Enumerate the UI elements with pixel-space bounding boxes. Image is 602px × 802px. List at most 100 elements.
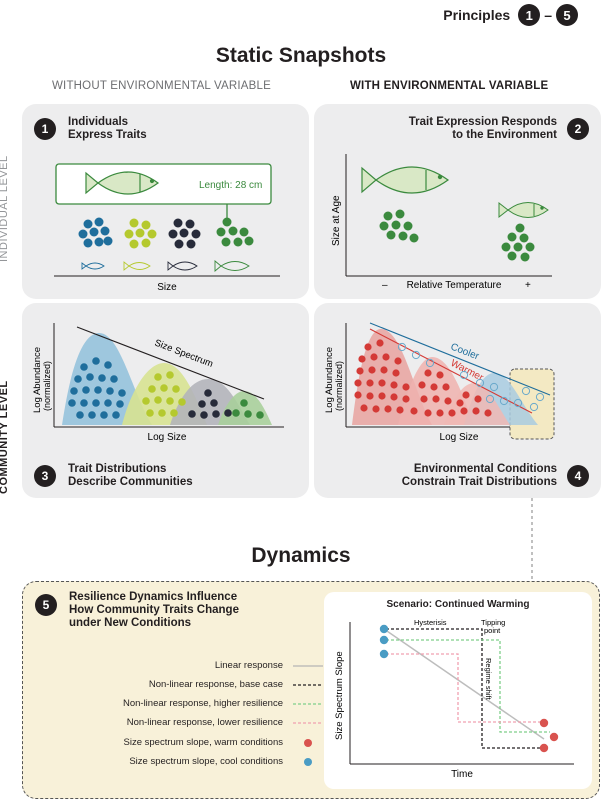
warm-point-2 [549,732,559,742]
temp-plus: + [525,280,531,291]
cool-point-2 [379,635,389,645]
panel-environmental-conditions: 4 Environmental Conditions Constrain Tra… [314,303,601,498]
size-spectrum-line [76,326,265,400]
dots-lime [142,371,186,417]
dots-green [232,399,264,419]
legend-cool: Size spectrum slope, cool conditions [129,756,323,767]
scenario-title: Scenario: Continued Warming [386,599,530,610]
panel-3-title-line2: Describe Communities [68,476,193,488]
cluster-green [216,217,254,247]
hysteresis-label: Hysterisis [414,618,447,627]
size-at-age-label: Size at Age [331,195,342,246]
legend-lower-label: Non-linear response, lower resilience [126,717,283,728]
dist-red-3 [444,383,510,425]
lower-resilience-path [386,653,542,723]
warmer-line [369,328,533,414]
panel-3-figure: Log Abundance (normalized) Log Size Size… [32,323,284,443]
row-label-individual: INDIVIDUAL LEVEL [0,155,10,262]
warm-point-1 [539,718,549,728]
panel-3-badge: 3 [34,465,56,487]
panel-1-title-line1: Individuals [68,116,129,128]
legend-warm-label: Size spectrum slope, warm conditions [123,737,283,748]
legend-cool-swatch [304,757,312,766]
legend-higher-swatch [293,702,323,705]
ghost-blue-dots [397,342,545,412]
legend-higher-resilience: Non-linear response, higher resilience [123,698,323,709]
principle-start-badge: 1 [518,4,541,26]
regime-shift-label: Regime shift [484,658,493,701]
scenario-y-label: Size Spectrum Slope [334,651,345,740]
dots-navy [188,389,232,419]
fish-small-icons [81,260,250,272]
panel-3-title-line1: Trait Distributions [68,463,167,475]
col-head-with: WITH ENVIRONMENTAL VARIABLE [350,80,549,92]
panel-trait-expression: 2 Trait Expression Responds to the Envir… [314,104,601,299]
legend-base-case: Non-linear response, base case [149,679,323,690]
scenario-plot-card: Scenario: Continued Warming Size Spectru… [324,592,592,789]
principles-label: Principles [443,7,511,23]
legend-linear-swatch [293,664,323,667]
scenario-plot: Size Spectrum Slope Time Hysterisis Tipp… [334,618,574,780]
panel-2-badge: 2 [567,118,589,140]
p3-y-axis-line1: Log Abundance [32,347,43,413]
dynamics-panel: 5 Resilience Dynamics Influence How Comm… [22,581,600,799]
fish-large-icon [85,171,160,195]
fish-small-icon [498,201,549,219]
panel-2-title-line2: to the Environment [452,129,557,141]
principles-header: Principles 1 – 5 [443,4,578,26]
legend-warm-swatch [304,738,312,747]
linear-response-line [383,628,545,740]
p4-x-axis-label: Log Size [440,432,479,443]
tipping-label-line2: point [484,626,501,635]
length-label: Length: 28 cm [199,180,262,191]
panel-individuals-express-traits: 1 Individuals Express Traits Length: 28 … [22,104,309,299]
dynamics-title-line3: under New Conditions [69,617,192,629]
cluster-navy [168,218,201,249]
relative-temperature-label: Relative Temperature [407,280,502,291]
panel-trait-distributions: 3 Trait Distributions Describe Communiti… [22,303,309,498]
dynamics-title-line1: Resilience Dynamics Influence [69,591,238,603]
panel-4-title-line1: Environmental Conditions [413,463,557,475]
principles-dash: – [544,7,552,23]
cluster-cool-green [379,209,419,243]
legend-lower-swatch [293,721,323,724]
size-axis-label: Size [157,282,177,293]
panel-4-title-line2: Constrain Trait Distributions [401,476,557,488]
col-head-without: WITHOUT ENVIRONMENTAL VARIABLE [52,80,271,92]
panel-1-badge: 1 [34,118,56,140]
legend-linear: Linear response [215,660,323,671]
higher-resilience-path [386,639,550,733]
cluster-warm-green [501,223,535,262]
legend-base-swatch [293,683,323,686]
panel-1-figure: Length: 28 cm Size [54,163,280,293]
cool-point-1 [379,624,389,634]
legend-higher-label: Non-linear response, higher resilience [122,698,283,709]
dots-blue [68,357,126,419]
panel-1-title-line2: Express Traits [68,129,147,141]
p3-y-axis-line2: (normalized) [42,361,52,411]
dots-red [354,339,492,417]
legend-lower-resilience: Non-linear response, lower resilience [127,717,323,728]
dynamics-title-line2: How Community Traits Change [69,604,239,616]
p3-x-axis-label: Log Size [148,432,187,443]
warm-point-3 [539,743,549,753]
legend-warm: Size spectrum slope, warm conditions [124,737,323,748]
panel-5-badge: 5 [35,594,57,616]
cooler-line [369,322,551,396]
cluster-lime [124,218,157,249]
principle-end-badge: 5 [556,4,578,26]
tipping-label-line1: Tipping [481,618,505,627]
cluster-blue [78,217,113,248]
legend: Linear response Non-linear response, bas… [63,656,323,776]
row-label-community: COMMUNITY LEVEL [0,380,10,494]
panel-2-figure: Size at Age – Relative Temperature + [331,154,552,291]
legend-cool-label: Size spectrum slope, cool conditions [129,756,283,767]
connector-dashed-line [531,498,533,582]
panel-4-badge: 4 [567,465,589,487]
static-snapshots-title: Static Snapshots [215,44,387,67]
base-case-path [386,628,542,749]
legend-linear-label: Linear response [214,660,283,671]
length-callout-box [55,163,272,205]
cool-point-3 [379,649,389,659]
legend-base-label: Non-linear response, base case [148,679,283,690]
